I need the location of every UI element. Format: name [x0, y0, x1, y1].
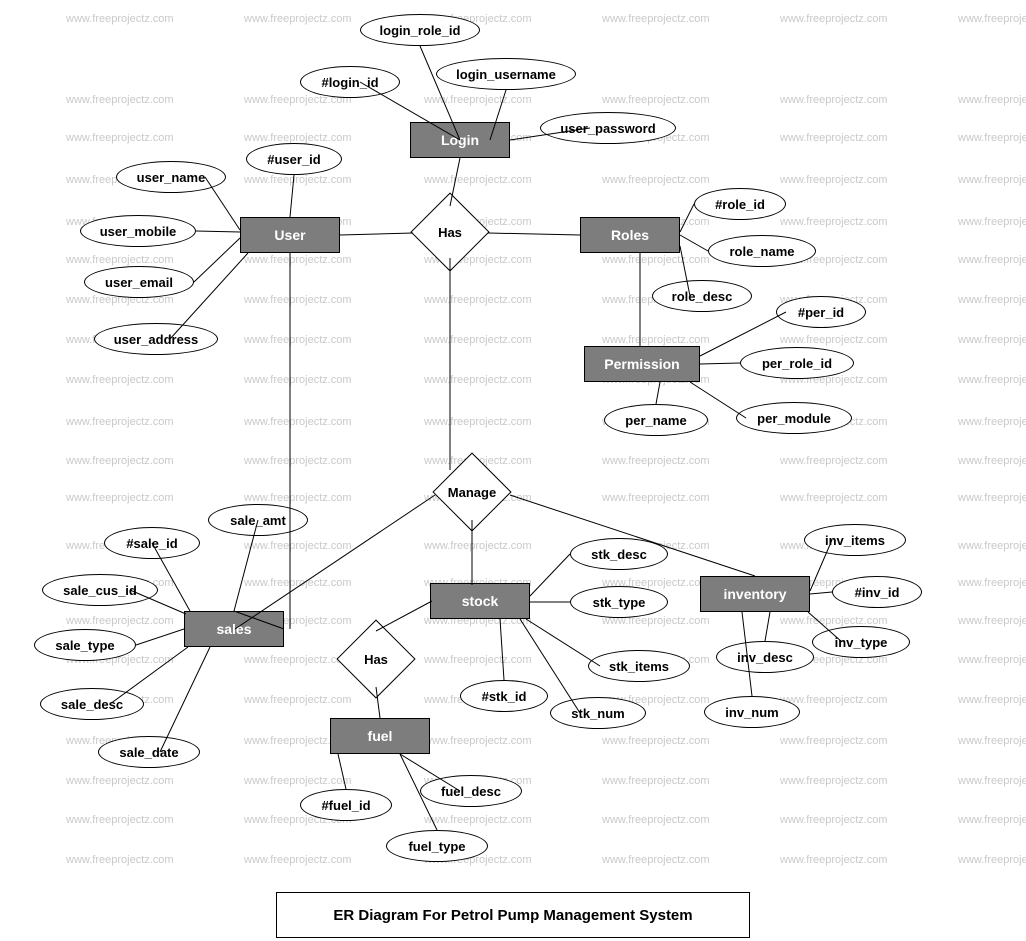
relationship-label: Manage — [448, 485, 496, 500]
edge — [808, 612, 842, 642]
edge — [338, 754, 346, 789]
edge — [742, 612, 752, 696]
edge — [526, 619, 600, 666]
edge-layer — [0, 0, 1026, 941]
edge — [130, 590, 186, 614]
edge — [700, 312, 786, 356]
edge — [234, 520, 258, 611]
edge — [680, 204, 694, 232]
edge — [490, 90, 506, 140]
edge — [235, 495, 435, 629]
edge — [160, 647, 210, 752]
edge — [152, 543, 190, 611]
edge — [420, 46, 460, 140]
edge — [690, 382, 746, 418]
edge — [340, 233, 413, 235]
edge — [196, 231, 240, 232]
edge — [110, 647, 188, 704]
edge — [376, 601, 432, 631]
edge — [450, 158, 460, 206]
edge — [170, 253, 248, 339]
edge — [810, 540, 832, 591]
edge — [656, 382, 660, 404]
edge — [700, 363, 740, 364]
edge — [234, 611, 284, 629]
edge — [500, 619, 504, 680]
edge — [290, 175, 294, 217]
relationship-label: Has — [364, 652, 388, 667]
relationship-label: Has — [438, 225, 462, 240]
edge — [205, 177, 240, 230]
edge — [680, 235, 708, 251]
edge — [810, 592, 832, 594]
edge — [510, 495, 755, 576]
er-diagram: HasManageHasLoginUserRolesPermissionsale… — [0, 0, 1026, 941]
edge — [360, 82, 460, 140]
edge — [194, 238, 240, 282]
edge — [136, 629, 184, 645]
edge — [520, 619, 580, 713]
edge — [680, 246, 690, 296]
edge — [510, 128, 590, 140]
edge — [488, 233, 580, 235]
edge — [530, 554, 570, 596]
edge — [765, 612, 770, 641]
edge — [376, 687, 380, 718]
